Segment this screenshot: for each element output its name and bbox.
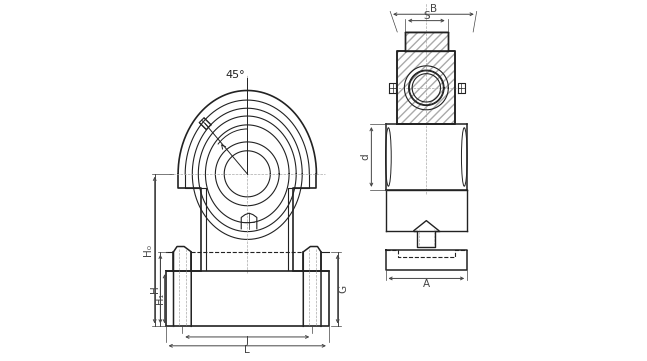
Text: B: B <box>430 4 437 14</box>
FancyBboxPatch shape <box>405 32 448 52</box>
Text: H: H <box>149 285 160 293</box>
Text: S: S <box>423 12 430 21</box>
Text: L: L <box>245 345 250 355</box>
Text: J: J <box>246 336 248 346</box>
Text: A: A <box>422 279 430 289</box>
FancyBboxPatch shape <box>397 52 455 124</box>
Text: d: d <box>360 154 370 160</box>
Text: H₁: H₁ <box>155 293 165 304</box>
Text: G: G <box>338 285 348 293</box>
Text: H₀: H₀ <box>144 244 153 256</box>
Text: 45°: 45° <box>225 70 245 80</box>
